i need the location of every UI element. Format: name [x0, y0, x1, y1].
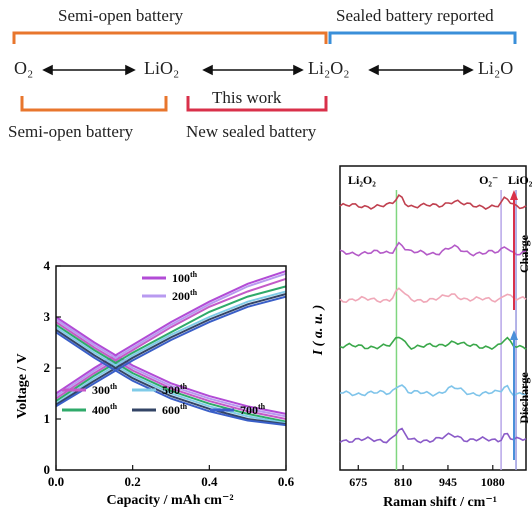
raman-x-tick-label: 675 [349, 475, 367, 489]
voltage-y-tick-label: 3 [44, 309, 51, 324]
legend-label-600: 600th [162, 402, 188, 417]
legend-label-200: 200th [172, 288, 198, 303]
curve-500-discharge [55, 326, 287, 425]
semi-open-bottom-bracket [20, 96, 168, 112]
curve-700-charge [55, 295, 287, 408]
discharge-label: Discharge [517, 372, 531, 424]
species-li2o2: Li₂O₂ [308, 58, 350, 78]
spectrum-2 [339, 287, 527, 304]
curve-600-charge [55, 293, 287, 406]
spectrum-3 [339, 336, 527, 351]
voltage-x-axis-label: Capacity / mAh cm⁻² [106, 493, 233, 508]
spectrum-5 [339, 427, 527, 444]
legend-label-100: 100th [172, 270, 198, 285]
raman-plot-frame [339, 165, 527, 471]
curve-200-charge [55, 272, 287, 397]
curve-600-discharge [55, 328, 287, 426]
species-lio2: LiO₂ [144, 58, 180, 78]
charge-label: Charge [517, 234, 531, 273]
spectrum-1 [339, 241, 527, 257]
species-li2o: Li₂O [478, 58, 514, 78]
raman-arrows: Charge Discharge [510, 190, 531, 460]
raman-ticks: 675 810 945 1080 [349, 465, 505, 489]
legend-label-300: 300th [92, 382, 118, 397]
curve-300-discharge [55, 321, 287, 420]
voltage-y-tick-label: 4 [44, 258, 51, 273]
peak-label-2: LiO₂ [508, 173, 532, 187]
semi-open-battery-bottom-label: Semi-open battery [8, 122, 134, 141]
sealed-battery-reported-label: Sealed battery reported [336, 6, 494, 25]
raman-peak-lines: Li₂O₂ O₂⁻ LiO₂ [348, 173, 532, 470]
voltage-y-tick-label: 2 [44, 360, 51, 375]
raman-spectra [339, 193, 527, 444]
voltage-axes: 0.0 0.2 0.4 0.6 0 1 2 3 4 [44, 258, 295, 489]
charge-arrow-head [510, 190, 518, 200]
voltage-x-tick-label: 0.4 [201, 474, 218, 489]
raman-x-tick-label: 810 [394, 475, 412, 489]
voltage-x-tick-label: 0.6 [278, 474, 295, 489]
curve-700-discharge [55, 331, 287, 427]
peak-label-0: Li₂O₂ [348, 173, 376, 187]
voltage-x-tick-label: 0.2 [125, 474, 141, 489]
voltage-y-tick-label: 0 [44, 462, 51, 477]
this-work-label: This work [212, 88, 282, 107]
curve-400-charge [55, 285, 287, 402]
voltage-curves [55, 270, 287, 427]
raman-spectra-chart: Li₂O₂ O₂⁻ LiO₂ Charge Discharge 675 810 945 10… [311, 165, 532, 510]
discharge-arrow-head [510, 330, 518, 340]
legend-label-400: 400th [92, 402, 118, 417]
spectrum-0 [339, 193, 527, 210]
raman-x-axis-label: Raman shift / cm⁻¹ [383, 495, 497, 510]
peak-label-1: O₂⁻ [479, 173, 498, 187]
raman-x-tick-label: 1080 [481, 475, 505, 489]
voltage-y-axis-label: Voltage / V [15, 353, 30, 418]
curve-100-discharge [55, 316, 287, 415]
scheme-brackets-arrows [12, 31, 517, 112]
voltage-x-tick-label: 0.0 [48, 474, 64, 489]
raman-y-axis-label: I ( a. u. ) [311, 305, 326, 357]
curve-200-discharge [55, 318, 287, 418]
semi-open-battery-top-label: Semi-open battery [58, 6, 184, 25]
semi-open-top-bracket [12, 31, 328, 44]
curve-500-charge [55, 290, 287, 405]
sealed-reported-bracket [328, 31, 517, 44]
species-o2: O₂ [14, 58, 34, 78]
raman-frame [339, 165, 527, 471]
voltage-y-tick-label: 1 [44, 411, 51, 426]
reaction-arrows [42, 64, 474, 76]
raman-x-tick-label: 945 [439, 475, 457, 489]
new-sealed-bracket [186, 96, 328, 112]
curve-300-charge [55, 277, 287, 400]
curve-100-charge [55, 270, 287, 395]
curve-400-discharge [55, 323, 287, 423]
new-sealed-battery-label: New sealed battery [186, 122, 317, 141]
spectrum-4 [340, 384, 527, 397]
